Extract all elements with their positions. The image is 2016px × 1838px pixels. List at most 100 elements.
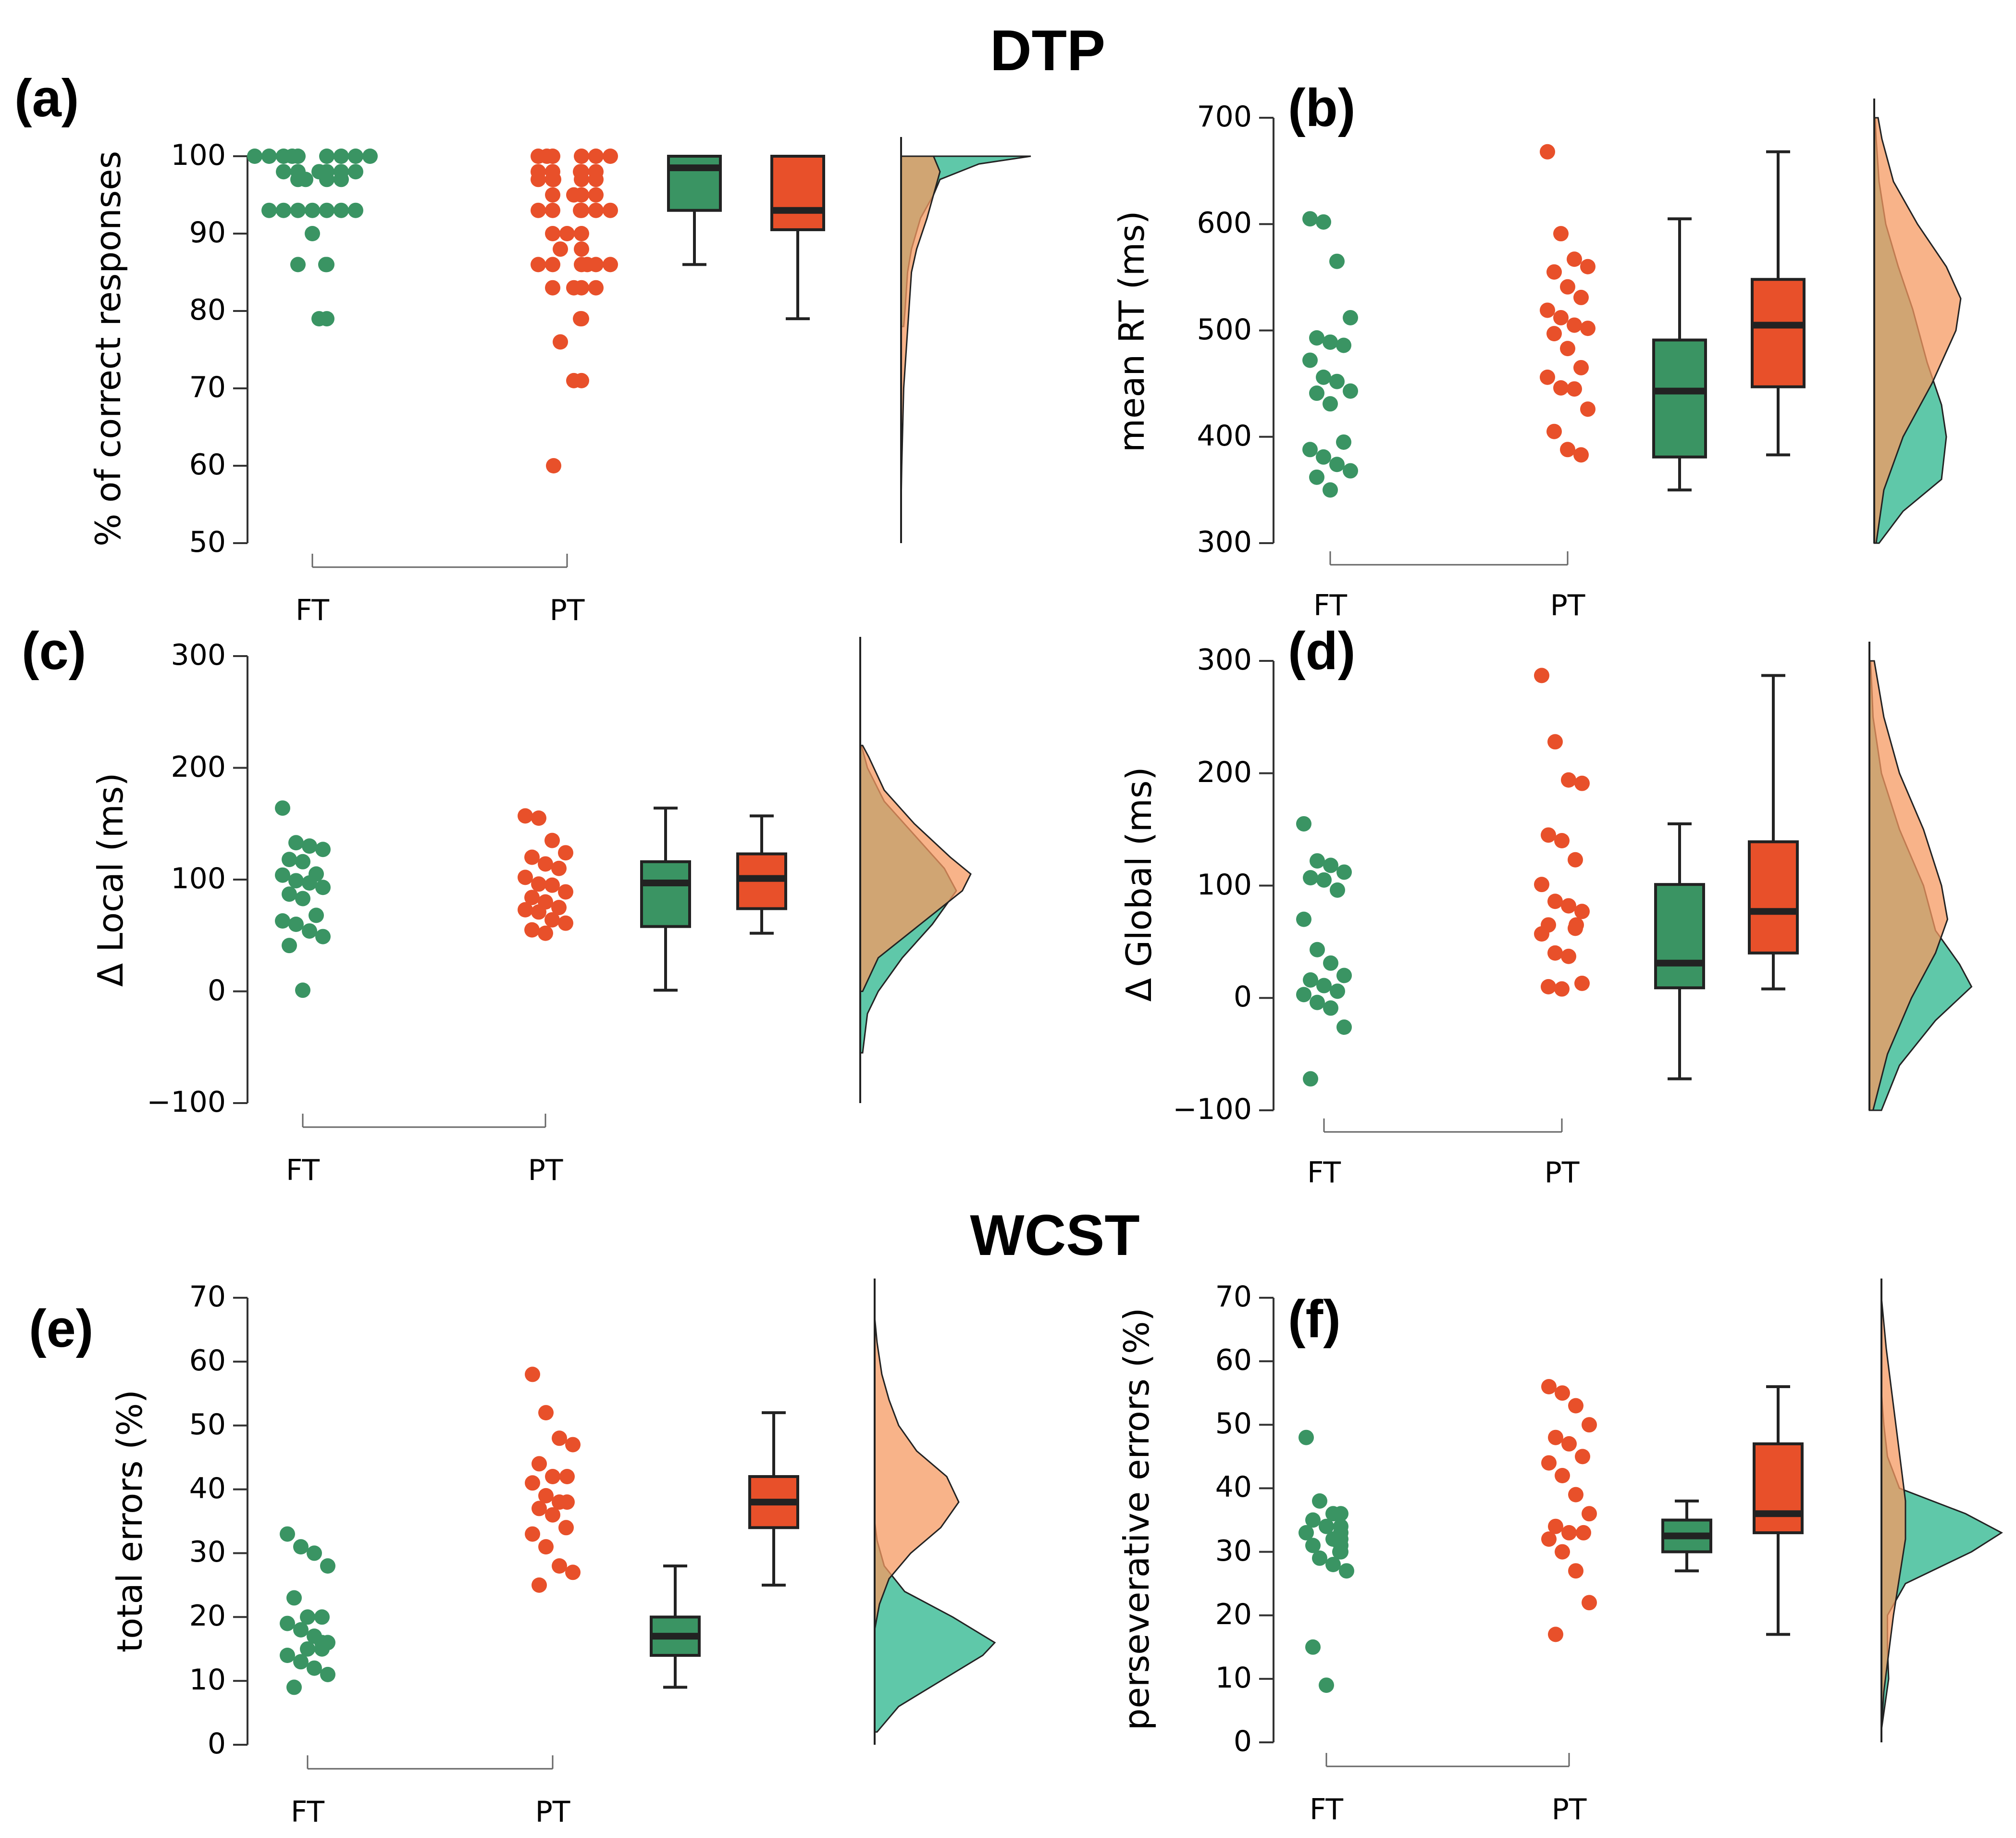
data-point-pt (545, 1469, 560, 1484)
data-point-ft (1336, 434, 1351, 450)
x-tick-label-pt: PT (1544, 1156, 1580, 1190)
data-point-pt (518, 808, 533, 824)
y-tick-label: 100 (1197, 868, 1252, 902)
data-point-ft (1325, 1557, 1341, 1572)
data-point-pt (1568, 1398, 1583, 1414)
data-point-pt (1540, 302, 1555, 318)
y-tick-label: 100 (171, 862, 226, 895)
data-point-pt (553, 241, 568, 257)
panel-e: (e) (29, 1303, 93, 1355)
y-tick-label: 600 (1197, 206, 1252, 240)
data-point-pt (1554, 981, 1570, 997)
data-point-ft (315, 880, 331, 895)
data-point-ft (282, 886, 297, 902)
data-point-pt (544, 877, 560, 893)
data-point-ft (1330, 983, 1345, 999)
data-point-ft (1316, 449, 1331, 465)
density-cloud-pt (1873, 117, 1962, 544)
panel-label-f: (f) (1288, 1290, 1341, 1349)
data-point-ft (334, 202, 349, 218)
y-tick-label: 300 (171, 638, 226, 672)
data-point-ft (302, 923, 317, 939)
data-point-ft (1316, 369, 1331, 385)
data-point-pt (1546, 423, 1562, 439)
data-point-pt (538, 856, 553, 872)
data-point-pt (1582, 1595, 1597, 1611)
data-point-ft (307, 1545, 322, 1561)
x-tick-label-pt: PT (549, 594, 585, 627)
panel-a: (a) (0, 0, 1009, 625)
data-point-pt (545, 226, 560, 241)
panel-c: (c) (0, 0, 1009, 1202)
data-point-ft (1329, 457, 1345, 472)
panel-label-c: (c) (22, 621, 87, 681)
y-tick-label: 0 (1233, 980, 1252, 1014)
data-point-pt (1541, 1455, 1557, 1471)
data-point-pt (1573, 360, 1589, 375)
data-point-ft (314, 1609, 330, 1625)
data-point-pt (545, 172, 560, 187)
data-point-ft (348, 149, 363, 164)
data-point-pt (531, 149, 546, 164)
data-point-pt (574, 280, 589, 296)
plot-d (1259, 642, 1973, 1133)
data-point-pt (1568, 1563, 1583, 1579)
data-point-ft (1329, 253, 1345, 269)
data-point-pt (1541, 979, 1556, 994)
data-point-ft (293, 1539, 309, 1555)
data-point-ft (1296, 816, 1311, 832)
y-axis-label: mean RT (ms) (1112, 211, 1152, 453)
y-tick-label: 30 (189, 1535, 226, 1569)
data-point-pt (524, 849, 540, 865)
data-point-pt (1534, 926, 1549, 942)
data-point-ft (362, 149, 378, 164)
data-point-ft (300, 1641, 315, 1657)
panel-d: (d) (1288, 621, 1356, 681)
data-point-ft (302, 838, 317, 854)
data-point-ft (315, 842, 331, 857)
y-tick-label: 0 (207, 1727, 226, 1761)
data-point-pt (1541, 1379, 1557, 1394)
data-point-ft (286, 1679, 302, 1695)
data-point-pt (1576, 1525, 1591, 1540)
data-point-ft (1299, 1429, 1314, 1445)
data-point-ft (1316, 214, 1331, 230)
data-point-pt (603, 202, 618, 218)
data-point-ft (293, 1654, 309, 1670)
y-tick-label: 20 (189, 1599, 226, 1633)
data-point-ft (295, 854, 310, 869)
y-tick-label: 10 (1215, 1661, 1252, 1695)
data-point-pt (538, 1539, 554, 1555)
data-point-pt (1540, 144, 1555, 160)
data-point-pt (1560, 341, 1575, 357)
x-tick-label-ft: FT (1313, 589, 1348, 622)
data-point-ft (1333, 1544, 1348, 1560)
data-point-ft (1330, 882, 1345, 898)
panel-label-d: (d) (1288, 621, 1356, 681)
data-point-pt (1534, 877, 1549, 893)
data-point-ft (1309, 330, 1324, 346)
data-point-pt (558, 845, 573, 861)
data-point-pt (565, 1437, 581, 1453)
y-tick-label: 10 (189, 1663, 226, 1697)
y-tick-label: 200 (171, 750, 226, 784)
data-point-ft (1312, 1550, 1327, 1566)
data-point-pt (538, 925, 553, 941)
data-point-ft (319, 311, 334, 327)
data-point-ft (282, 852, 297, 868)
data-point-ft (1303, 1071, 1318, 1087)
data-point-ft (1329, 373, 1345, 389)
data-point-ft (1310, 942, 1325, 957)
data-point-pt (538, 1488, 554, 1503)
data-point-pt (1555, 1468, 1570, 1483)
data-point-ft (1343, 383, 1358, 399)
data-point-pt (518, 902, 533, 918)
plot-c (233, 637, 972, 1128)
data-point-pt (1548, 1429, 1563, 1445)
data-point-ft (319, 149, 334, 164)
data-point-pt (574, 187, 589, 203)
data-point-ft (348, 164, 363, 180)
data-point-pt (558, 915, 573, 931)
data-point-pt (1554, 833, 1570, 848)
